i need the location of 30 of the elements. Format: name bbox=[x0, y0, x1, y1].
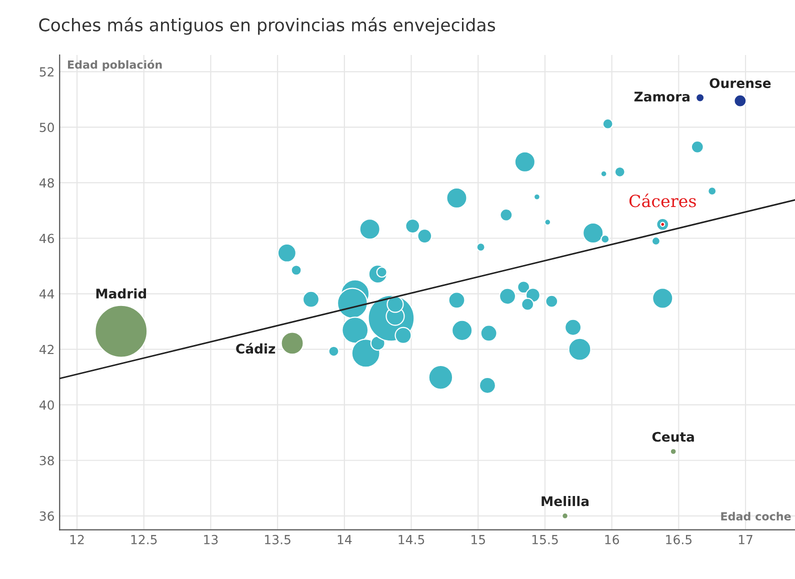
annotation: Ourense bbox=[710, 78, 771, 88]
annotation: Ceuta bbox=[652, 432, 694, 442]
y-tick-label: 44 bbox=[39, 289, 54, 299]
annotation: Melilla bbox=[542, 496, 589, 506]
x-tick-label: 12 bbox=[70, 534, 84, 544]
x-tick-label: 15.5 bbox=[532, 535, 558, 544]
chart-title: Coches más antiguos en provincias más envejecidas bbox=[39, 17, 496, 35]
x-tick-label: 14.5 bbox=[398, 535, 424, 544]
y-tick-label: 42 bbox=[39, 344, 54, 354]
x-tick-label: 16 bbox=[605, 534, 619, 544]
x-tick-label: 13 bbox=[204, 534, 218, 544]
x-tick-label: 14 bbox=[338, 535, 352, 544]
y-tick-label: 36 bbox=[40, 511, 54, 521]
x-tick-label: 12.5 bbox=[131, 534, 157, 544]
annotation: Madrid bbox=[96, 288, 146, 299]
series-label: Cáceres bbox=[629, 194, 696, 208]
y-tick-label: 52 bbox=[40, 67, 54, 77]
x-axis-title: Edad coche bbox=[721, 512, 791, 521]
y-tick-label: 50 bbox=[40, 122, 54, 132]
x-tick-label: 16.5 bbox=[666, 534, 692, 544]
y-tick-label: 48 bbox=[39, 178, 54, 188]
x-tick-label: 15 bbox=[472, 535, 485, 544]
x-tick-label: 13.5 bbox=[265, 534, 290, 544]
annotation: Cádiz bbox=[236, 342, 276, 354]
x-tick-label: 17 bbox=[738, 535, 752, 544]
y-tick-label: 38 bbox=[40, 456, 54, 466]
annotation: Zamora bbox=[634, 92, 690, 102]
y-tick-label: 40 bbox=[39, 400, 54, 410]
y-tick-label: 46 bbox=[39, 234, 54, 244]
y-axis-title: Edad población bbox=[68, 60, 162, 71]
